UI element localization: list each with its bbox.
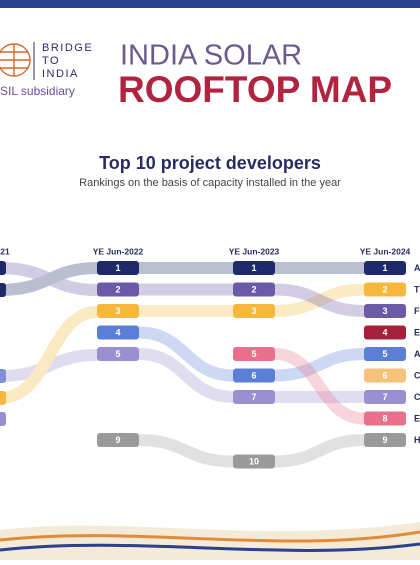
rank-badge: [233, 347, 275, 361]
bands: [138, 261, 365, 468]
rank-label: 2: [115, 284, 120, 294]
band: [274, 348, 365, 425]
band: [274, 283, 365, 317]
rank-badge: [233, 390, 275, 404]
title-line2: ROOFTOP MAP: [118, 69, 392, 110]
rank-label: 1: [251, 263, 256, 273]
developer-name: A: [414, 263, 420, 273]
rank-badge: [97, 433, 139, 447]
rank-label: 3: [382, 306, 387, 316]
column-header: 21: [0, 246, 10, 256]
title-line1: INDIA SOLAR: [120, 40, 302, 72]
rank-label: 6: [251, 370, 256, 380]
rank-label: 9: [382, 435, 387, 445]
rank-label: 5: [382, 349, 387, 359]
rank-label: 1: [115, 263, 120, 273]
rank-badge: [97, 347, 139, 361]
rank-badge: [97, 282, 139, 297]
band: [138, 348, 234, 403]
top-bar: [0, 0, 420, 8]
logo-icon: [0, 43, 31, 77]
rank-label: 7: [251, 392, 256, 402]
logo-text: INDIA: [42, 68, 79, 80]
band: [274, 348, 365, 382]
column-header: YE Jun-2023: [229, 246, 280, 256]
rank-badge: [364, 304, 406, 318]
developer-name: C: [414, 370, 420, 380]
rank-badge: [364, 411, 406, 426]
rank-label: 10: [249, 456, 259, 466]
rank-badge: [233, 304, 275, 318]
rank-label: 5: [115, 349, 120, 359]
rank-badge: [97, 325, 139, 340]
rank-badge: [364, 347, 406, 361]
developer-name: E: [414, 413, 420, 423]
rank-badge: [233, 282, 275, 297]
footer-wave: [0, 522, 420, 560]
rank-label: 4: [115, 327, 120, 337]
rank-label: 3: [251, 306, 256, 316]
rank-badge: [364, 390, 406, 404]
rank-badge: [233, 368, 275, 383]
cropped-left-bands: [0, 262, 98, 404]
rank-label: 3: [115, 306, 120, 316]
developer-name: H: [414, 435, 420, 445]
rank-badge: [97, 304, 139, 318]
rank-badge: [364, 325, 406, 340]
rank-label: 8: [382, 413, 387, 423]
chart-subtitle: Rankings on the basis of capacity instal…: [79, 177, 341, 189]
logo-text: TO: [42, 55, 60, 67]
rank-badge: [97, 261, 139, 275]
logo-subtitle: SIL subsidiary: [0, 84, 75, 98]
badges: 1 1 1 A 3 3 2 T 2 2 3 F 4 E 4 6 5 A 6 C 5 7 7 C 5 8 E 9 10 9 H: [97, 261, 420, 469]
developer-name: F: [414, 306, 420, 316]
column-header: YE Jun-2024: [360, 246, 411, 256]
rank-badge: [233, 454, 275, 469]
developer-name: A: [414, 349, 420, 359]
developer-name: C: [414, 392, 420, 402]
logo-text: BRIDGE: [42, 42, 93, 54]
band: [274, 434, 365, 468]
band: [138, 326, 234, 382]
rank-badge: [364, 433, 406, 447]
band: [274, 283, 365, 317]
rank-label: 2: [251, 284, 256, 294]
rank-label: 6: [382, 370, 387, 380]
cropped-left-badges: [0, 261, 6, 426]
rank-label: 9: [115, 435, 120, 445]
rank-label: 7: [382, 392, 387, 402]
band: [138, 434, 234, 468]
developer-name: T: [414, 284, 420, 294]
rank-label: 5: [251, 349, 256, 359]
rank-label: 2: [382, 284, 387, 294]
rank-label: 1: [382, 263, 387, 273]
chart-title: Top 10 project developers: [99, 153, 321, 173]
rank-badge: [364, 282, 406, 297]
column-header: YE Jun-2022: [93, 246, 144, 256]
developer-name: E: [414, 327, 420, 337]
rank-badge: [364, 368, 406, 383]
rank-badge: [364, 261, 406, 275]
rank-badge: [233, 261, 275, 275]
rank-label: 4: [382, 327, 387, 337]
